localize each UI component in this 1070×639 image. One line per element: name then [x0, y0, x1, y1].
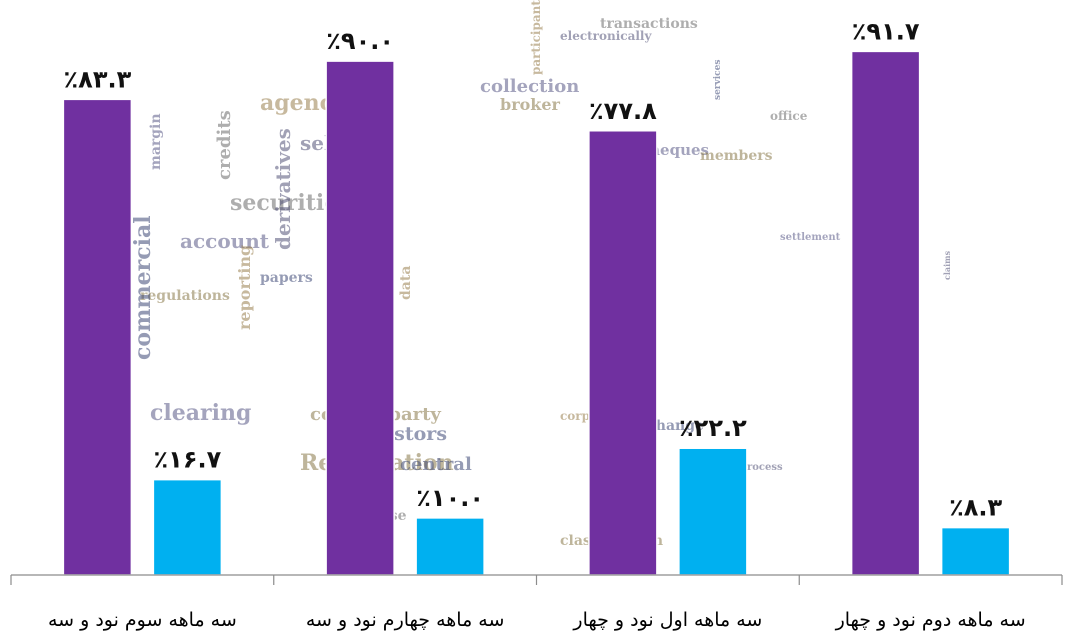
- wordcloud-word: claims: [942, 250, 952, 280]
- wordcloud-word: clearing: [150, 400, 251, 426]
- wordcloud-word: central: [400, 454, 472, 475]
- wordcloud-word: credits: [214, 110, 235, 180]
- wordcloud-word: transactions: [600, 16, 698, 32]
- wordcloud-word: data: [398, 266, 414, 300]
- bar: [62, 98, 133, 576]
- x-tick-label: سه ماهه دوم نود و چهار: [835, 609, 1026, 631]
- data-label: ٪۱۶.۷: [154, 446, 222, 474]
- wordcloud-word: broker: [500, 95, 561, 114]
- bar: [415, 517, 485, 576]
- wordcloud-word: settlement: [780, 232, 841, 243]
- x-tick-label: سه ماهه چهارم نود و سه: [306, 609, 505, 631]
- bar: [588, 130, 658, 576]
- data-label: ٪۸.۳: [949, 494, 1002, 522]
- wordcloud-word: participants: [529, 0, 543, 75]
- wordcloud-word: account: [180, 229, 270, 253]
- wordcloud-word: derivatives: [271, 128, 295, 250]
- wordcloud-word: process: [740, 462, 783, 473]
- wordcloud-word: reporting: [235, 245, 254, 330]
- wordcloud-word: papers: [260, 270, 313, 286]
- bar: [152, 478, 223, 576]
- wordcloud-word: members: [700, 148, 773, 164]
- wordcloud-word: services: [713, 60, 723, 100]
- wordcloud-word: office: [770, 109, 808, 123]
- bar: [325, 60, 395, 576]
- data-label: ٪۷۷.۸: [589, 97, 657, 125]
- bar: [940, 526, 1011, 576]
- wordcloud-word: regulations: [140, 288, 230, 304]
- x-axis: [10, 574, 1063, 585]
- data-label: ٪۹۱.۷: [852, 17, 920, 45]
- wordcloud-word: margin: [148, 113, 164, 170]
- wordcloud-word: collection: [480, 76, 579, 97]
- x-tick-label: سه ماهه اول نود و چهار: [572, 609, 762, 631]
- data-label: ٪۱۰.۰: [416, 484, 484, 512]
- bar: [678, 447, 748, 576]
- wordcloud-background: clearingRegistrationinvestorsagencysells…: [130, 0, 952, 549]
- bars-group: [62, 50, 1011, 576]
- x-tick-label: سه ماهه سوم نود و سه: [48, 609, 237, 631]
- data-labels-group: ٪۸۳.۳ ٪۱۶.۷ ٪۹۰.۰ ٪۱۰.۰ ٪۷۷.۸ ٪۲۲.۲ ٪۹۱.۷ ٪۸.۳: [64, 17, 1003, 521]
- category-labels-group: سه ماهه سوم نود و سه سه ماهه چهارم نود و …: [48, 609, 1026, 631]
- wordcloud-word: electronically: [560, 29, 652, 43]
- bar: [850, 50, 921, 576]
- wordcloud-word: commercial: [130, 215, 156, 360]
- data-label: ٪۹۰.۰: [326, 27, 394, 55]
- data-label: ٪۸۳.۳: [64, 65, 132, 93]
- data-label: ٪۲۲.۲: [679, 414, 747, 442]
